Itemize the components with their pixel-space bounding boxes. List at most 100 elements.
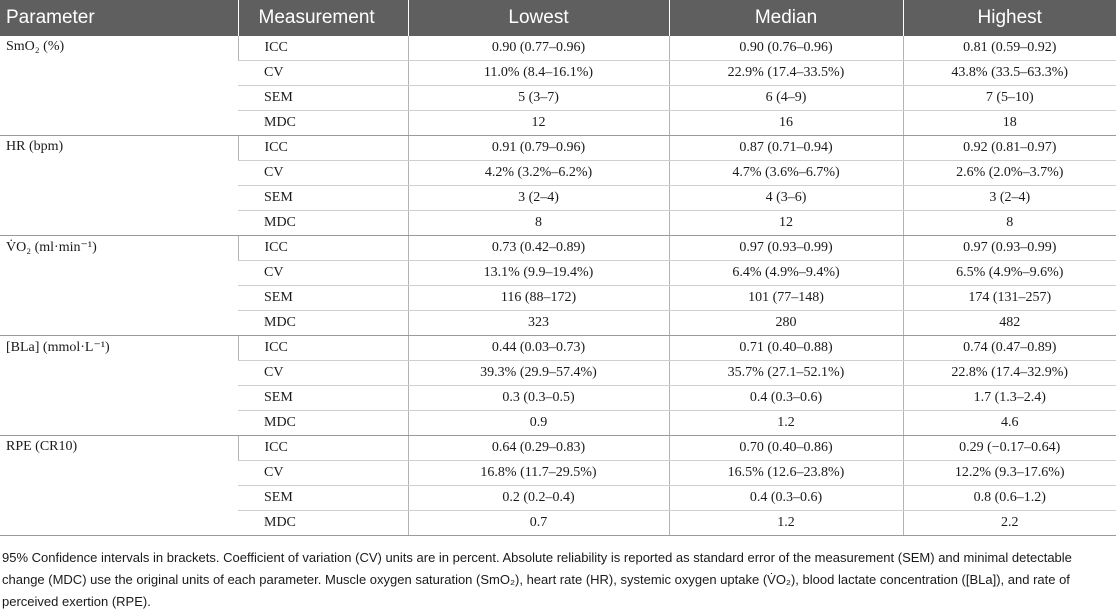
lowest-cell: 0.90 (0.77–0.96) [407, 36, 669, 61]
header-parameter: Parameter [0, 0, 238, 36]
table-row: HR (bpm) ICC 0.91 (0.79–0.96) 0.87 (0.71–0.… [0, 135, 1116, 236]
median-cell: 280 [668, 310, 903, 336]
highest-cell: 0.29 (−0.17–0.64) [902, 435, 1116, 461]
highest-cell: 7 (5–10) [902, 85, 1116, 111]
table-row: SEM 3 (2–4) 4 (3–6) 3 (2–4) [0, 185, 1116, 211]
lowest-cell: 16.8% (11.7–29.5%) [407, 460, 669, 486]
lowest-cell: 0.7 [407, 510, 669, 536]
header-median: Median [668, 0, 903, 36]
measurement-cell: CV [238, 460, 408, 486]
highest-cell: 0.74 (0.47–0.89) [902, 335, 1116, 361]
highest-cell: 8 [902, 210, 1116, 236]
highest-cell: 0.8 (0.6–1.2) [902, 485, 1116, 511]
measurement-cell: SEM [238, 285, 408, 311]
lowest-cell: 39.3% (29.9–57.4%) [407, 360, 669, 386]
highest-cell: 174 (131–257) [902, 285, 1116, 311]
measurement-cell: ICC [237, 435, 408, 461]
table-row: SEM 116 (88–172) 101 (77–148) 174 (131–257) [0, 285, 1116, 311]
measurement-cell: MDC [238, 310, 408, 336]
measurement-cell: SEM [238, 185, 408, 211]
lowest-cell: 0.64 (0.29–0.83) [407, 435, 669, 461]
highest-cell: 0.92 (0.81–0.97) [902, 135, 1116, 161]
median-cell: 101 (77–148) [668, 285, 903, 311]
lowest-cell: 0.9 [407, 410, 669, 436]
measurement-cell: ICC [237, 36, 408, 61]
table-row: MDC 8 12 8 [0, 210, 1116, 236]
table-row: V̇O₂ (ml·min⁻¹) ICC 0.73 (0.42–0.89) 0.97 (… [0, 235, 1116, 336]
median-cell: 16.5% (12.6–23.8%) [668, 460, 903, 486]
lowest-cell: 0.91 (0.79–0.96) [407, 135, 669, 161]
parameter-cell: RPE (CR10) [0, 435, 238, 536]
table-footnote: 95% Confidence intervals in brackets. Co… [2, 550, 1072, 609]
measurement-cell: CV [238, 360, 408, 386]
measurement-cell: ICC [237, 335, 408, 361]
median-cell: 6 (4–9) [668, 85, 903, 111]
lowest-cell: 5 (3–7) [407, 85, 669, 111]
table-row: CV 4.2% (3.2%–6.2%) 4.7% (3.6%–6.7%) 2.6% (… [0, 160, 1116, 186]
table-row: MDC 12 16 18 [0, 110, 1116, 136]
highest-cell: 4.6 [902, 410, 1116, 436]
table-row: SEM 0.3 (0.3–0.5) 0.4 (0.3–0.6) 1.7 (1.3–2.… [0, 385, 1116, 411]
header-lowest: Lowest [407, 0, 669, 36]
highest-cell: 18 [902, 110, 1116, 136]
median-cell: 4 (3–6) [668, 185, 903, 211]
parameter-cell: HR (bpm) [0, 135, 238, 236]
header-highest: Highest [902, 0, 1116, 36]
table-row: CV 16.8% (11.7–29.5%) 16.5% (12.6–23.8%) 12… [0, 460, 1116, 486]
highest-cell: 2.6% (2.0%–3.7%) [902, 160, 1116, 186]
lowest-cell: 3 (2–4) [407, 185, 669, 211]
table-row: SmO₂ (%) ICC 0.90 (0.77–0.96) 0.90 (0.76–0.… [0, 36, 1116, 136]
measurement-cell: CV [238, 160, 408, 186]
table-row: MDC 0.7 1.2 2.2 [0, 510, 1116, 536]
median-cell: 0.71 (0.40–0.88) [668, 335, 903, 361]
parameter-cell: V̇O₂ (ml·min⁻¹) [0, 235, 238, 336]
table-row: SEM 5 (3–7) 6 (4–9) 7 (5–10) [0, 85, 1116, 111]
median-cell: 0.87 (0.71–0.94) [668, 135, 903, 161]
lowest-cell: 0.73 (0.42–0.89) [407, 235, 669, 261]
median-cell: 4.7% (3.6%–6.7%) [668, 160, 903, 186]
measurement-cell: SEM [238, 385, 408, 411]
lowest-cell: 0.44 (0.03–0.73) [407, 335, 669, 361]
highest-cell: 1.7 (1.3–2.4) [902, 385, 1116, 411]
measurement-cell: SEM [238, 485, 408, 511]
measurement-cell: CV [238, 60, 408, 86]
header-measurement: Measurement [237, 0, 408, 36]
median-cell: 16 [668, 110, 903, 136]
table-row: MDC 0.9 1.2 4.6 [0, 410, 1116, 436]
median-cell: 0.4 (0.3–0.6) [668, 385, 903, 411]
median-cell: 6.4% (4.9%–9.4%) [668, 260, 903, 286]
table-row: MDC 323 280 482 [0, 310, 1116, 336]
median-cell: 22.9% (17.4–33.5%) [668, 60, 903, 86]
measurement-cell: MDC [238, 110, 408, 136]
measurement-cell: CV [238, 260, 408, 286]
highest-cell: 12.2% (9.3–17.6%) [902, 460, 1116, 486]
parameter-cell: SmO₂ (%) [0, 36, 238, 136]
median-cell: 0.4 (0.3–0.6) [668, 485, 903, 511]
measurement-cell: SEM [238, 85, 408, 111]
table-row: CV 11.0% (8.4–16.1%) 22.9% (17.4–33.5%) 43.… [0, 60, 1116, 86]
lowest-cell: 8 [407, 210, 669, 236]
highest-cell: 0.97 (0.93–0.99) [902, 235, 1116, 261]
median-cell: 1.2 [668, 510, 903, 536]
lowest-cell: 11.0% (8.4–16.1%) [407, 60, 669, 86]
table-row: CV 13.1% (9.9–19.4%) 6.4% (4.9%–9.4%) 6.5% … [0, 260, 1116, 286]
median-cell: 0.70 (0.40–0.86) [668, 435, 903, 461]
lowest-cell: 4.2% (3.2%–6.2%) [407, 160, 669, 186]
reliability-table: Parameter Measurement Lowest Median High… [0, 0, 1116, 536]
table-body: SmO₂ (%) ICC 0.90 (0.77–0.96) 0.90 (0.76–0.… [0, 36, 1116, 536]
highest-cell: 6.5% (4.9%–9.6%) [902, 260, 1116, 286]
table-row: [BLa] (mmol·L⁻¹) ICC 0.44 (0.03–0.73) 0.71 … [0, 335, 1116, 436]
header-row: Parameter Measurement Lowest Median High… [0, 0, 1116, 36]
lowest-cell: 12 [407, 110, 669, 136]
lowest-cell: 0.3 (0.3–0.5) [407, 385, 669, 411]
highest-cell: 43.8% (33.5–63.3%) [902, 60, 1116, 86]
highest-cell: 0.81 (0.59–0.92) [902, 36, 1116, 61]
table-row: SEM 0.2 (0.2–0.4) 0.4 (0.3–0.6) 0.8 (0.6–1.… [0, 485, 1116, 511]
highest-cell: 2.2 [902, 510, 1116, 536]
highest-cell: 482 [902, 310, 1116, 336]
measurement-cell: MDC [238, 510, 408, 536]
median-cell: 12 [668, 210, 903, 236]
highest-cell: 22.8% (17.4–32.9%) [902, 360, 1116, 386]
lowest-cell: 323 [407, 310, 669, 336]
lowest-cell: 0.2 (0.2–0.4) [407, 485, 669, 511]
